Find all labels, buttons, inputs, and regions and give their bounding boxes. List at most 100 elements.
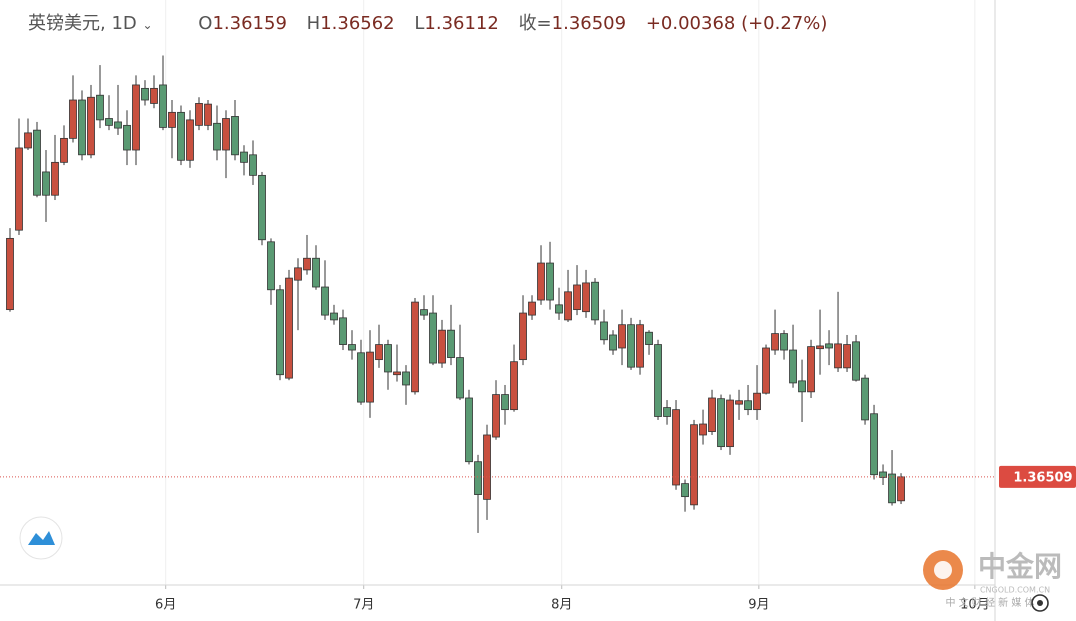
candle-body — [348, 344, 356, 351]
candle-body — [546, 262, 554, 301]
candle-body — [897, 476, 905, 502]
x-tick-label: 7月 — [353, 598, 374, 613]
legend-header: 英镑美元, 1D ⌄ O1.36159 H1.36562 L1.36112 收=… — [28, 9, 841, 35]
candle-body — [357, 352, 365, 403]
candle-body — [717, 398, 725, 448]
candle-body — [843, 344, 851, 369]
candle-body — [780, 333, 788, 351]
candle-body — [627, 324, 635, 368]
candle-body — [411, 301, 419, 393]
interval-chevron[interactable]: ⌄ — [142, 18, 153, 32]
candle-body — [321, 286, 329, 316]
candle-body — [663, 407, 671, 417]
close-label: 收= — [518, 13, 552, 34]
button-icon[interactable] — [28, 531, 55, 545]
watermark-domain: CNGOLD.COM.CN — [980, 586, 1050, 595]
candle-body — [33, 129, 41, 196]
symbol-title: 英镑美元, 1D — [28, 13, 137, 34]
candle-body — [420, 309, 428, 316]
candle-body — [6, 237, 14, 311]
candle-body — [105, 118, 113, 126]
candle-body — [870, 413, 878, 476]
candle-body — [204, 103, 212, 126]
candle-body — [807, 346, 815, 393]
candle-body — [582, 282, 590, 313]
candle-body — [672, 409, 680, 486]
candle-body — [132, 84, 140, 151]
candle-body — [267, 241, 275, 291]
candle-body — [726, 399, 734, 448]
candle-body — [177, 111, 185, 161]
candle-body — [618, 324, 626, 349]
chart-button[interactable] — [19, 516, 63, 560]
last-price-label: 1.36509 — [1013, 470, 1072, 485]
candle-body — [312, 257, 320, 288]
candle-body — [78, 99, 86, 156]
candle-body — [798, 380, 806, 393]
candle-body — [744, 400, 752, 411]
high-label: H — [306, 13, 321, 34]
candle-body — [474, 461, 482, 495]
settings-center[interactable] — [1037, 600, 1043, 606]
candle-body — [276, 289, 284, 376]
candle-body — [825, 343, 833, 349]
x-tick-label: 10月 — [960, 598, 990, 613]
candle-body — [645, 331, 653, 345]
candle-body — [114, 121, 122, 129]
candle-body — [681, 483, 689, 498]
watermark: 中金网 CNGOLD.COM.CN 中 文 财 经 新 媒 体 — [923, 550, 1062, 609]
candle-body — [141, 87, 149, 101]
candle-body — [249, 154, 257, 176]
candle-body — [213, 122, 221, 151]
candle-body — [501, 394, 509, 411]
candle-body — [537, 262, 545, 301]
candle-body — [195, 103, 203, 126]
candle-body — [330, 312, 338, 321]
settings-icon[interactable] — [1031, 594, 1049, 612]
x-tick-label: 9月 — [748, 598, 769, 613]
candle-body — [240, 151, 248, 163]
candle-body — [96, 94, 104, 121]
candle-body — [294, 267, 302, 281]
candle-body — [483, 434, 491, 500]
x-tick-label: 6月 — [155, 598, 176, 613]
candle-body — [285, 277, 293, 379]
candle-body — [384, 344, 392, 373]
candle-body — [834, 343, 842, 369]
candle-body — [375, 344, 383, 361]
low-value: 1.36112 — [424, 13, 499, 34]
candle-body — [510, 361, 518, 411]
last-price-box — [999, 465, 1076, 488]
candle-body — [447, 329, 455, 358]
candle-body — [303, 257, 311, 271]
candle-body — [492, 394, 500, 438]
candle-body — [465, 397, 473, 463]
watermark-tagline: 中 文 财 经 新 媒 体 — [945, 596, 1034, 609]
candle-body — [159, 84, 167, 128]
watermark-name: 中金网 — [978, 550, 1062, 583]
candle-body — [258, 174, 266, 241]
candle-body — [888, 473, 896, 504]
candle-body — [861, 377, 869, 421]
candle-body — [573, 284, 581, 311]
candle-body — [555, 304, 563, 314]
candle-body — [879, 471, 887, 478]
settings-ring[interactable] — [1031, 594, 1049, 612]
candle-body — [708, 397, 716, 432]
candle-body — [852, 341, 860, 381]
candle-body — [60, 137, 68, 163]
candle-body — [771, 333, 779, 351]
candle-body — [51, 161, 59, 196]
candle-body — [15, 147, 23, 231]
low-label: L — [414, 13, 425, 34]
candle-body — [528, 301, 536, 316]
candle-body — [690, 424, 698, 506]
candle-body — [87, 96, 95, 156]
candle-body — [753, 392, 761, 411]
candle-body — [564, 291, 572, 321]
candle-body — [438, 329, 446, 364]
candle-body — [123, 124, 131, 151]
candle-body — [339, 317, 347, 345]
